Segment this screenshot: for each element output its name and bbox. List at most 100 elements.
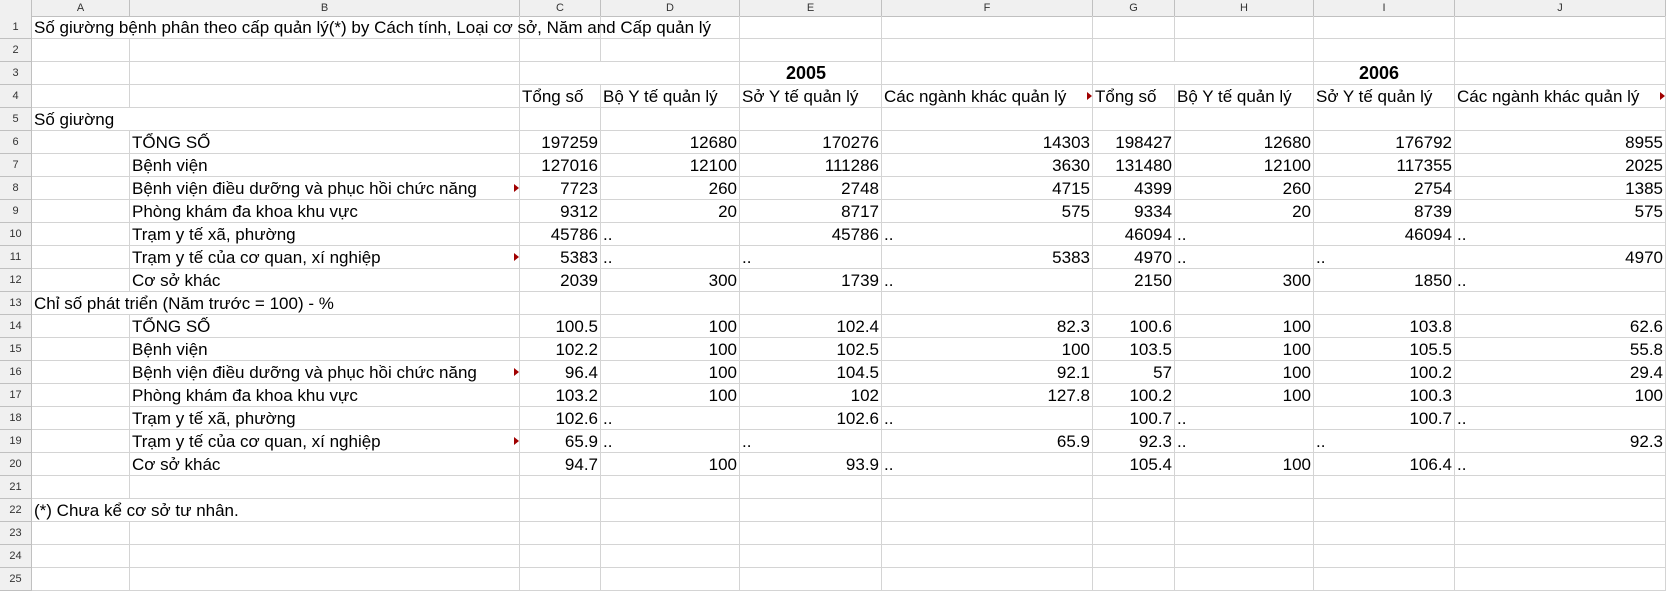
cell-b6[interactable]: TỔNG SỐ — [130, 131, 520, 154]
cell-i25[interactable] — [1314, 568, 1455, 591]
cell-c3[interactable]: 2005 — [520, 62, 1093, 85]
cell-e21[interactable] — [740, 476, 882, 499]
row-header-3[interactable]: 3 — [0, 62, 32, 85]
row-header-20[interactable]: 20 — [0, 453, 32, 476]
cell-b20[interactable]: Cơ sở khác — [130, 453, 520, 476]
cell-j6[interactable]: 8955 — [1455, 131, 1666, 154]
cell-g9[interactable]: 9334 — [1093, 200, 1175, 223]
cell-f2[interactable] — [882, 39, 1093, 62]
cell-b3[interactable] — [130, 62, 520, 85]
column-header-d[interactable]: D — [601, 0, 740, 16]
column-header-h[interactable]: H — [1175, 0, 1314, 16]
cell-i16[interactable]: 100.2 — [1314, 361, 1455, 384]
cell-h20[interactable]: 100 — [1175, 453, 1314, 476]
cell-d20[interactable]: 100 — [601, 453, 740, 476]
cell-a12[interactable] — [32, 269, 130, 292]
cell-c10[interactable]: 45786 — [520, 223, 601, 246]
cell-a7[interactable] — [32, 154, 130, 177]
cell-f9[interactable]: 575 — [882, 200, 1093, 223]
cell-g10[interactable]: 46094 — [1093, 223, 1175, 246]
cell-h24[interactable] — [1175, 545, 1314, 568]
cell-j8[interactable]: 1385 — [1455, 177, 1666, 200]
cell-a4[interactable] — [32, 85, 130, 108]
row-header-22[interactable]: 22 — [0, 499, 32, 522]
row-header-5[interactable]: 5 — [0, 108, 32, 131]
cell-a18[interactable] — [32, 407, 130, 430]
cell-f17[interactable]: 127.8 — [882, 384, 1093, 407]
cell-d17[interactable]: 100 — [601, 384, 740, 407]
cell-c24[interactable] — [520, 545, 601, 568]
cell-d18[interactable]: .. — [601, 407, 740, 430]
cell-c2[interactable] — [520, 39, 601, 62]
row-header-17[interactable]: 17 — [0, 384, 32, 407]
cell-e2[interactable] — [740, 39, 882, 62]
cell-i19[interactable]: .. — [1314, 430, 1455, 453]
cell-a9[interactable] — [32, 200, 130, 223]
cell-f16[interactable]: 92.1 — [882, 361, 1093, 384]
cell-g3[interactable]: 2006 — [1093, 62, 1666, 85]
cell-b8[interactable]: Bệnh viện điều dưỡng và phục hồi chức nă… — [130, 177, 520, 200]
cell-i4[interactable]: Sở Y tế quản lý — [1314, 85, 1455, 108]
cell-b17[interactable]: Phòng khám đa khoa khu vực — [130, 384, 520, 407]
cell-d15[interactable]: 100 — [601, 338, 740, 361]
cell-d4[interactable]: Bộ Y tế quản lý — [601, 85, 740, 108]
cell-e10[interactable]: 45786 — [740, 223, 882, 246]
cell-e6[interactable]: 170276 — [740, 131, 882, 154]
cell-e25[interactable] — [740, 568, 882, 591]
cell-d25[interactable] — [601, 568, 740, 591]
cell-j16[interactable]: 29.4 — [1455, 361, 1666, 384]
cell-j24[interactable] — [1455, 545, 1666, 568]
cell-d2[interactable] — [601, 39, 740, 62]
cell-d21[interactable] — [601, 476, 740, 499]
row-header-12[interactable]: 12 — [0, 269, 32, 292]
cell-j10[interactable]: .. — [1455, 223, 1666, 246]
cell-g16[interactable]: 57 — [1093, 361, 1175, 384]
cell-e7[interactable]: 111286 — [740, 154, 882, 177]
cell-f8[interactable]: 4715 — [882, 177, 1093, 200]
cell-e19[interactable]: .. — [740, 430, 882, 453]
column-header-g[interactable]: G — [1093, 0, 1175, 16]
cell-j25[interactable] — [1455, 568, 1666, 591]
cell-b11[interactable]: Trạm y tế của cơ quan, xí nghiệp — [130, 246, 520, 269]
cell-j12[interactable]: .. — [1455, 269, 1666, 292]
cell-j11[interactable]: 4970 — [1455, 246, 1666, 269]
select-all-corner[interactable] — [0, 0, 32, 16]
row-header-25[interactable]: 25 — [0, 568, 32, 591]
cell-g8[interactable]: 4399 — [1093, 177, 1175, 200]
cell-a6[interactable] — [32, 131, 130, 154]
cell-c16[interactable]: 96.4 — [520, 361, 601, 384]
row-header-7[interactable]: 7 — [0, 154, 32, 177]
cell-b9[interactable]: Phòng khám đa khoa khu vực — [130, 200, 520, 223]
cell-h23[interactable] — [1175, 522, 1314, 545]
row-header-14[interactable]: 14 — [0, 315, 32, 338]
cell-b7[interactable]: Bệnh viện — [130, 154, 520, 177]
cell-e4[interactable]: Sở Y tế quản lý — [740, 85, 882, 108]
cell-a24[interactable] — [32, 545, 130, 568]
cell-c6[interactable]: 197259 — [520, 131, 601, 154]
cell-b14[interactable]: TỔNG SỐ — [130, 315, 520, 338]
row-header-19[interactable]: 19 — [0, 430, 32, 453]
cell-e15[interactable]: 102.5 — [740, 338, 882, 361]
row-header-9[interactable]: 9 — [0, 200, 32, 223]
cell-g21[interactable] — [1093, 476, 1175, 499]
cell-f25[interactable] — [882, 568, 1093, 591]
row-header-2[interactable]: 2 — [0, 39, 32, 62]
cell-g25[interactable] — [1093, 568, 1175, 591]
cell-g17[interactable]: 100.2 — [1093, 384, 1175, 407]
cell-b25[interactable] — [130, 568, 520, 591]
cell-h18[interactable]: .. — [1175, 407, 1314, 430]
cell-b4[interactable] — [130, 85, 520, 108]
row-header-1[interactable]: 1 — [0, 16, 32, 39]
cell-g23[interactable] — [1093, 522, 1175, 545]
cell-h4[interactable]: Bộ Y tế quản lý — [1175, 85, 1314, 108]
cell-i12[interactable]: 1850 — [1314, 269, 1455, 292]
cell-c18[interactable]: 102.6 — [520, 407, 601, 430]
cell-i9[interactable]: 8739 — [1314, 200, 1455, 223]
row-header-21[interactable]: 21 — [0, 476, 32, 499]
cell-b21[interactable] — [130, 476, 520, 499]
cell-f23[interactable] — [882, 522, 1093, 545]
cell-h17[interactable]: 100 — [1175, 384, 1314, 407]
row-header-18[interactable]: 18 — [0, 407, 32, 430]
cell-a25[interactable] — [32, 568, 130, 591]
cell-i21[interactable] — [1314, 476, 1455, 499]
